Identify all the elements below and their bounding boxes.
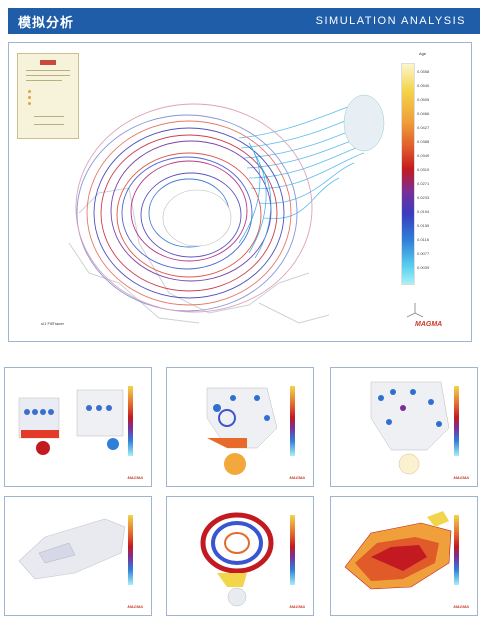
legend-tick: 0.0427 (417, 125, 430, 130)
legend-colorbar (401, 63, 415, 285)
thumbnail-colorbar (290, 515, 295, 585)
thumbnail-4: MAGMA (4, 496, 152, 616)
thumbnail-colorbar (454, 515, 459, 585)
color-legend: Age 0.0558 0.0540 0.0505 0.0466 0.0427 0… (401, 51, 445, 293)
legend-tick: 0.0466 (417, 111, 430, 116)
main-simulation-panel: Age 0.0558 0.0540 0.0505 0.0466 0.0427 0… (8, 42, 472, 342)
legend-tick: 0.0116 (417, 237, 429, 242)
legend-tick: 0.0194 (417, 209, 430, 214)
thumbnail-5: MAGMA (166, 496, 314, 616)
brand-logo: MAGMA (415, 321, 443, 328)
brand-logo: MAGMA (453, 604, 469, 609)
thumbnail-3: MAGMA (330, 367, 478, 487)
legend-tick: 0.0349 (417, 153, 430, 158)
section-header: 模拟分析 SIMULATION ANALYSIS (8, 8, 480, 34)
thumbnail-colorbar (290, 386, 295, 456)
brand-logo: MAGMA (453, 475, 469, 480)
thumbnail-6: MAGMA (330, 496, 478, 616)
legend-tick: 0.0558 (417, 69, 430, 74)
legend-header: Age (419, 51, 427, 56)
flow-tracer-visualization (68, 94, 385, 324)
legend-tick: 0.0233 (417, 195, 430, 200)
legend-tick: 0.0271 (417, 181, 430, 186)
certificate-logo (40, 60, 56, 65)
thumbnail-colorbar (128, 386, 133, 456)
legend-tick: 0.0505 (417, 97, 430, 102)
legend-tick: 0.0388 (417, 139, 430, 144)
certificate-image (17, 53, 79, 139)
legend-tick: 0.0077 (417, 251, 430, 256)
thumbnail-1: MAGMA (4, 367, 152, 487)
brand-logo: MAGMA (289, 604, 305, 609)
thumbnail-2: MAGMA (166, 367, 314, 487)
legend-tick: 0.0310 (417, 167, 430, 172)
brand-logo: MAGMA (127, 475, 143, 480)
brand-logo: MAGMA (289, 475, 305, 480)
legend-tick: 0.0039 (417, 265, 430, 270)
section-title-cn: 模拟分析 (18, 15, 75, 31)
legend-tick: 0.0155 (417, 223, 430, 228)
thumbnail-colorbar (454, 386, 459, 456)
brand-logo: MAGMA (127, 604, 143, 609)
time-label: s/1 FillTracer (41, 321, 64, 326)
axis-triad-icon (406, 303, 424, 318)
legend-tick: 0.0540 (417, 83, 430, 88)
section-title-en: SIMULATION ANALYSIS (315, 15, 466, 27)
thumbnail-colorbar (128, 515, 133, 585)
